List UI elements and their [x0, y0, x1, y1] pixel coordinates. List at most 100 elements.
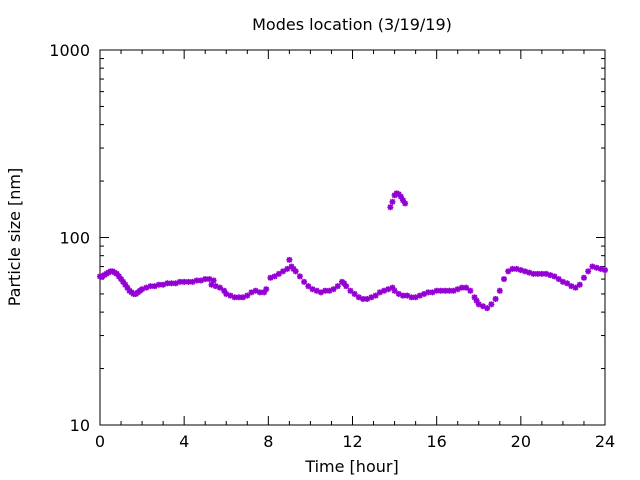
data-point [538, 270, 545, 277]
data-point [395, 290, 402, 297]
y-minor-ticks [100, 58, 605, 370]
data-point [389, 198, 396, 205]
data-point [202, 276, 209, 283]
data-point [580, 274, 587, 281]
data-point [120, 278, 127, 285]
data-point [564, 280, 571, 287]
data-point [412, 294, 419, 301]
data-point [387, 204, 394, 211]
x-axis-label: Time [hour] [304, 457, 398, 476]
data-point [263, 286, 270, 293]
data-point [437, 287, 444, 294]
data-point [513, 265, 520, 272]
data-point [395, 191, 402, 198]
data-points [97, 190, 608, 312]
data-point [433, 287, 440, 294]
data-point [244, 292, 251, 299]
data-point [181, 278, 188, 285]
data-point [597, 265, 604, 272]
data-point [118, 276, 125, 283]
data-point [351, 290, 358, 297]
data-point [446, 287, 453, 294]
data-point [505, 268, 512, 275]
data-point [467, 287, 474, 294]
data-point [534, 270, 541, 277]
data-point [280, 268, 287, 275]
data-point [168, 280, 175, 287]
data-point [317, 289, 324, 296]
data-point [473, 297, 480, 304]
data-point [343, 283, 350, 290]
data-point [151, 283, 158, 290]
data-point [555, 276, 562, 283]
x-tick-label: 20 [511, 432, 531, 451]
data-point [115, 273, 122, 280]
data-point [488, 301, 495, 308]
data-point [517, 267, 524, 274]
data-point [522, 268, 529, 275]
data-point [240, 294, 247, 301]
data-point [296, 273, 303, 280]
data-point [551, 273, 558, 280]
data-point [391, 287, 398, 294]
data-point [589, 263, 596, 270]
data-point [400, 292, 406, 299]
data-point [397, 193, 404, 200]
data-point [509, 265, 516, 272]
data-point [261, 289, 268, 296]
data-point [326, 287, 333, 294]
data-point [164, 280, 171, 287]
data-point [286, 256, 293, 263]
data-point [143, 284, 150, 291]
y-axis-ticks: 10 100 1000 [49, 41, 605, 435]
data-point [408, 294, 415, 301]
data-point [227, 292, 234, 299]
data-point [376, 289, 383, 296]
x-tick-label: 4 [179, 432, 189, 451]
data-point [372, 292, 379, 299]
data-point [330, 286, 337, 293]
data-point [267, 274, 274, 281]
data-point [393, 190, 400, 197]
data-point [208, 281, 215, 288]
data-point [248, 289, 255, 296]
x-tick-label: 8 [263, 432, 273, 451]
data-point [360, 295, 367, 302]
data-point [160, 281, 167, 288]
y-tick-label: 100 [59, 229, 90, 248]
data-point [585, 268, 592, 275]
y-tick-label: 1000 [49, 41, 90, 60]
data-point [463, 284, 470, 291]
data-point [313, 287, 320, 294]
y-tick-label: 10 [70, 416, 90, 435]
data-point [526, 269, 533, 276]
data-point [385, 286, 392, 293]
data-point [212, 283, 219, 290]
data-point [421, 290, 428, 297]
data-point [231, 294, 238, 301]
data-point [576, 281, 583, 288]
data-point [559, 278, 566, 285]
data-point [402, 200, 409, 207]
x-tick-label: 0 [95, 432, 105, 451]
data-point [454, 286, 461, 293]
data-point [547, 272, 554, 279]
data-point [223, 290, 230, 297]
data-point [341, 280, 348, 287]
data-point [572, 284, 579, 291]
data-point [206, 276, 213, 283]
data-point [416, 292, 423, 299]
data-point [189, 278, 196, 285]
chart-title: Modes location (3/19/19) [252, 15, 452, 34]
data-point [450, 287, 457, 294]
data-point [479, 303, 486, 310]
data-point [122, 281, 129, 288]
data-point [193, 277, 200, 284]
data-point [235, 294, 242, 301]
data-point [221, 287, 228, 294]
data-point [484, 305, 491, 312]
data-point [124, 284, 131, 291]
data-point [305, 283, 312, 290]
data-point [442, 287, 449, 294]
